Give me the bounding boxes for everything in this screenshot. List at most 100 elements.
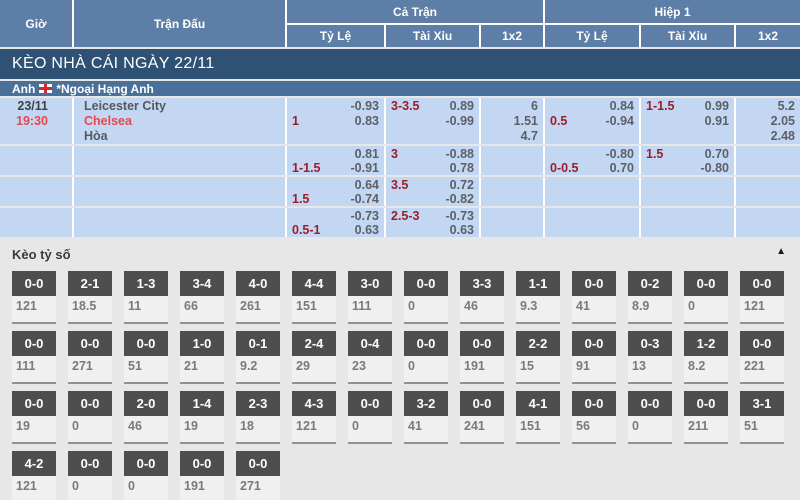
score-cell[interactable]: 0-0 51 (124, 331, 168, 384)
odds-cell-fulltime-handicap[interactable]: 0.64 1.5 -0.74 (287, 177, 384, 206)
handicap-value: 0-0.5 (550, 161, 579, 175)
score-cell[interactable]: 0-0 271 (236, 451, 280, 500)
odds-line: 3-3.5 0.89 (391, 99, 474, 114)
score-cell[interactable]: 0-0 241 (460, 391, 504, 444)
score-cell[interactable]: 2-4 29 (292, 331, 336, 384)
score-cell[interactable]: 4-3 121 (292, 391, 336, 444)
score-cell[interactable]: 1-0 21 (180, 331, 224, 384)
score-cell[interactable]: 0-0 0 (404, 331, 448, 384)
score-cell[interactable]: 0-0 271 (68, 331, 112, 384)
score-cell[interactable]: 3-4 66 (180, 271, 224, 324)
odds-cell-half1-overunder[interactable]: 1-1.5 0.99 0.91 (641, 98, 734, 144)
odds-cell-fulltime-handicap[interactable]: -0.93 1 0.83 (287, 98, 384, 144)
odds-cell-fulltime-handicap[interactable]: -0.73 0.5-1 0.63 (287, 208, 384, 237)
score-cell[interactable]: 0-0 0 (684, 271, 728, 324)
score-odds: 111 (12, 356, 56, 384)
score-cell[interactable]: 4-4 151 (292, 271, 336, 324)
odds-line: -0.93 (292, 99, 380, 114)
score-cell[interactable]: 0-1 9.2 (236, 331, 280, 384)
score-cell[interactable]: 0-0 0 (348, 391, 392, 444)
match-time: 19:30 (16, 114, 48, 128)
odds-cell-half1-overunder[interactable]: 1.5 0.70 -0.80 (641, 146, 734, 175)
score-cell[interactable]: 0-0 41 (572, 271, 616, 324)
score-cell[interactable]: 2-0 46 (124, 391, 168, 444)
score-cell[interactable]: 0-0 211 (684, 391, 728, 444)
score-cell[interactable]: 0-0 0 (68, 451, 112, 500)
score-cell[interactable]: 3-1 51 (740, 391, 784, 444)
score-cell[interactable]: 0-0 0 (628, 391, 672, 444)
odds-cell-fulltime-overunder[interactable]: 2.5-3 -0.73 0.63 (386, 208, 479, 237)
score-cell[interactable]: 0-0 19 (12, 391, 56, 444)
score-cell[interactable]: 2-1 18.5 (68, 271, 112, 324)
score-odds: 8.9 (628, 296, 672, 324)
score-cell[interactable]: 2-3 18 (236, 391, 280, 444)
odds-cell-fulltime-overunder[interactable]: 3 -0.88 0.78 (386, 146, 479, 175)
score-cell[interactable]: 0-0 191 (180, 451, 224, 500)
team-home[interactable]: Leicester City (84, 99, 166, 113)
score-cell[interactable]: 0-0 0 (124, 451, 168, 500)
score-cell[interactable]: 1-3 11 (124, 271, 168, 324)
odds-cell-half1-1x2[interactable]: 5.2 2.05 2.48 (736, 98, 800, 144)
score-cell[interactable]: 2-2 15 (516, 331, 560, 384)
league-bar[interactable]: Anh *Ngoại Hạng Anh (0, 81, 800, 96)
odds-cell-fulltime-overunder[interactable]: 3.5 0.72 -0.82 (386, 177, 479, 206)
team-away[interactable]: Chelsea (84, 114, 132, 128)
odds-line: 3.5 0.72 (391, 178, 474, 192)
score-cell[interactable]: 3-3 46 (460, 271, 504, 324)
score-odds: 111 (348, 296, 392, 324)
odds-value: 2.48 (770, 129, 795, 143)
score-cell[interactable]: 0-4 23 (348, 331, 392, 384)
score-label: 0-0 (460, 391, 504, 416)
score-cell[interactable]: 1-2 8.2 (684, 331, 728, 384)
odds-cell-half1-handicap[interactable]: 0.84 0.5 -0.94 (545, 98, 639, 144)
score-cell[interactable]: 0-0 0 (68, 391, 112, 444)
score-cell[interactable]: 0-0 221 (740, 331, 784, 384)
score-cell[interactable]: 0-3 13 (628, 331, 672, 384)
odds-value: -0.82 (445, 192, 475, 206)
score-cell[interactable]: 0-0 111 (12, 331, 56, 384)
odds-cell-half1-handicap[interactable]: -0.80 0-0.5 0.70 (545, 146, 639, 175)
score-odds: 56 (572, 416, 616, 444)
score-label: 2-3 (236, 391, 280, 416)
score-cell[interactable]: 0-0 56 (572, 391, 616, 444)
score-cell[interactable]: 1-1 9.3 (516, 271, 560, 324)
odds-value: 0.81 (354, 147, 379, 161)
score-odds: 271 (68, 356, 112, 384)
match-time-cell: 23/11 19:30 (0, 98, 72, 144)
score-odds: 46 (124, 416, 168, 444)
score-odds: 41 (404, 416, 448, 444)
team-draw[interactable]: Hòa (84, 129, 108, 143)
score-row: 0-0 19 0-0 0 2-0 46 1-4 19 2-3 18 4-3 121 0-0 0 3-2 41 0… (12, 391, 788, 444)
score-cell[interactable]: 4-2 121 (12, 451, 56, 500)
odds-row: 0.81 1-1.5 -0.91 3 -0.88 0.78 -0.80 0-0.5 0.70 1.… (0, 146, 800, 175)
score-odds: 8.2 (684, 356, 728, 384)
odds-value: -0.88 (445, 147, 475, 161)
score-cell[interactable]: 0-0 121 (740, 271, 784, 324)
score-cell[interactable]: 0-2 8.9 (628, 271, 672, 324)
odds-cell-fulltime-handicap[interactable]: 0.81 1-1.5 -0.91 (287, 146, 384, 175)
score-cell[interactable]: 4-0 261 (236, 271, 280, 324)
odds-cell-fulltime-1x2[interactable]: 6 1.51 4.7 (481, 98, 543, 144)
score-cell[interactable]: 3-0 111 (348, 271, 392, 324)
score-cell[interactable]: 3-2 41 (404, 391, 448, 444)
odds-cell-half1-overunder-empty (641, 208, 734, 237)
score-cell[interactable]: 4-1 151 (516, 391, 560, 444)
score-label: 0-0 (740, 271, 784, 296)
odds-cell-half1-1x2-empty (736, 146, 800, 175)
score-label: 0-2 (628, 271, 672, 296)
score-cell[interactable]: 0-0 191 (460, 331, 504, 384)
odds-line: 1-1.5 -0.91 (292, 161, 379, 175)
score-cell[interactable]: 1-4 19 (180, 391, 224, 444)
score-cell[interactable]: 0-0 121 (12, 271, 56, 324)
score-odds: 91 (572, 356, 616, 384)
score-cell[interactable]: 0-0 91 (572, 331, 616, 384)
score-cell[interactable]: 0-0 0 (404, 271, 448, 324)
odds-line: -0.73 (292, 209, 380, 223)
score-label: 2-0 (124, 391, 168, 416)
odds-cell-fulltime-overunder[interactable]: 3-3.5 0.89 -0.99 (386, 98, 479, 144)
column-header-half1-overunder: Tài Xỉu (641, 25, 734, 47)
odds-line: 2.48 (741, 129, 795, 144)
collapse-icon[interactable]: ▲ (776, 246, 786, 257)
odds-line: -0.82 (391, 192, 475, 206)
score-odds: 0 (404, 356, 448, 384)
